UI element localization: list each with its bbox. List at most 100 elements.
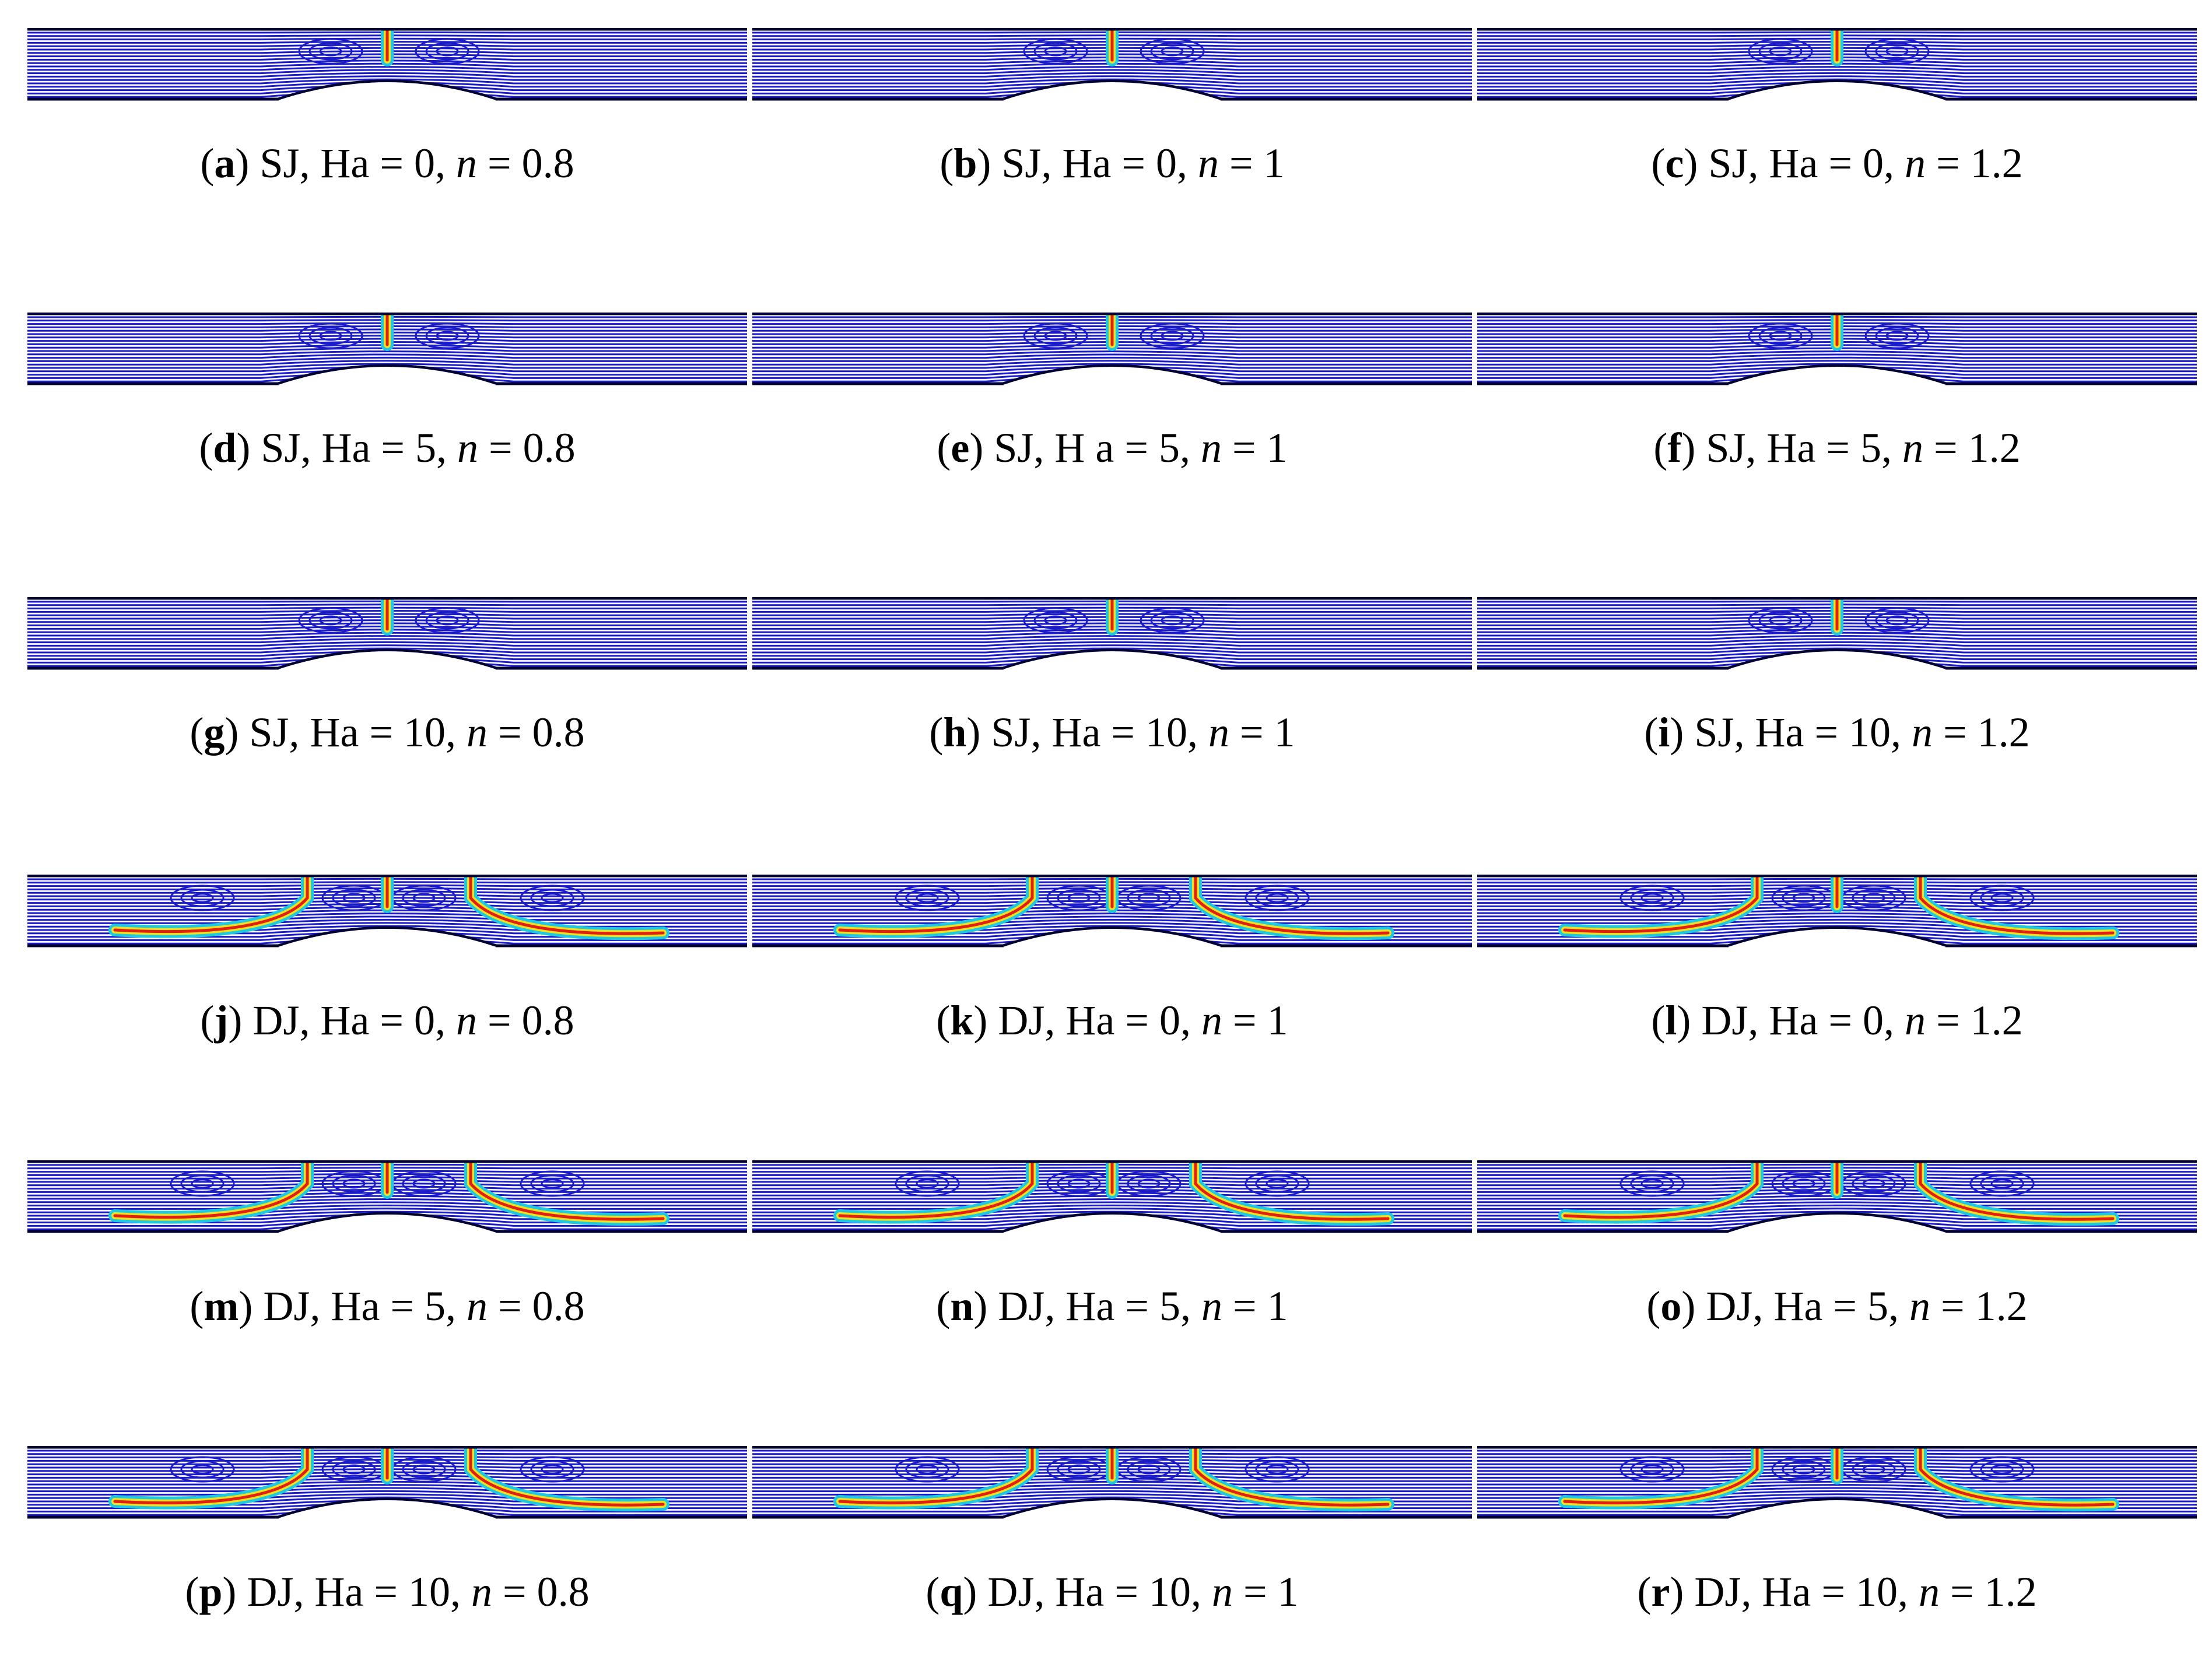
panel-caption-o: (o) DJ, Ha = 5, n = 1.2 — [1477, 1282, 2197, 1331]
caption-text: = — [492, 1568, 537, 1615]
caption-text: , — [1734, 709, 1755, 756]
caption-ha_label: Ha — [331, 1283, 380, 1329]
wall-bump — [1003, 367, 1221, 385]
caption-text: ( — [1637, 1568, 1652, 1615]
caption-text: = — [369, 997, 414, 1044]
flow-panel-q — [752, 1446, 1472, 1528]
caption-text: , — [1033, 424, 1055, 471]
caption-ha: 10 — [1855, 1568, 1898, 1615]
caption-n: 0.8 — [537, 1568, 590, 1615]
wall-bump — [278, 367, 496, 385]
caption-letter: h — [943, 709, 967, 756]
bottom-wall-bump — [27, 364, 747, 385]
bottom-wall-bump — [1477, 926, 2197, 947]
bottom-wall-bump — [752, 1497, 1472, 1519]
caption-text: = — [487, 1283, 532, 1329]
caption-text: = — [370, 424, 416, 471]
caption-text: , — [293, 1568, 315, 1615]
vortices — [170, 885, 585, 911]
caption-text: ) — [225, 709, 250, 756]
caption-text: = — [1111, 140, 1156, 187]
vortices — [1023, 607, 1205, 634]
caption-text: = — [1811, 1568, 1856, 1615]
caption-text: = — [487, 709, 532, 756]
caption-jet: DJ — [1694, 1568, 1741, 1615]
caption-text: , — [434, 140, 456, 187]
caption-text: = — [1930, 1283, 1975, 1329]
panel-caption-d: (d) SJ, Ha = 5, n = 0.8 — [27, 423, 747, 472]
jet-plumes — [1558, 1160, 2119, 1226]
caption-ha: 0 — [1862, 140, 1884, 187]
caption-text: ( — [929, 709, 944, 756]
caption-text: ( — [185, 1568, 199, 1615]
caption-text: = — [478, 424, 523, 471]
caption-letter: d — [213, 424, 237, 471]
bottom-wall-bump — [752, 1212, 1472, 1233]
streamline-plot — [27, 28, 747, 101]
caption-jet: SJ — [1706, 424, 1746, 471]
caption-text: = — [1818, 140, 1863, 187]
caption-text: ( — [1651, 140, 1666, 187]
bottom-wall-bump — [27, 79, 747, 101]
streamline-plot — [27, 313, 747, 385]
panel-caption-h: (h) SJ, Ha = 10, n = 1 — [752, 708, 1472, 757]
caption-text: , — [1179, 424, 1201, 471]
panel-caption-q: (q) DJ, Ha = 10, n = 1 — [752, 1567, 1472, 1616]
caption-text: ( — [190, 709, 204, 756]
caption-text: , — [299, 140, 321, 187]
wall-bump — [278, 1215, 496, 1233]
wall-bump — [1003, 1215, 1221, 1233]
flow-panel-r — [1477, 1446, 2197, 1528]
caption-letter: r — [1651, 1568, 1670, 1615]
caption-text: , — [1891, 709, 1912, 756]
caption-jet: SJ — [1708, 140, 1748, 187]
panel-caption-b: (b) SJ, Ha = 0, n = 1 — [752, 139, 1472, 188]
caption-text: ) — [1681, 1283, 1706, 1329]
caption-text: ) — [228, 997, 253, 1044]
caption-text: n — [1912, 709, 1933, 756]
panel-caption-k: (k) DJ, Ha = 0, n = 1 — [752, 996, 1472, 1045]
caption-n: 0.8 — [523, 424, 576, 471]
caption-ha: 10 — [1148, 1568, 1191, 1615]
streamline-plot — [27, 1446, 747, 1519]
caption-n: 1.2 — [1968, 424, 2021, 471]
streamline-plot — [752, 1160, 1472, 1233]
caption-text: ( — [190, 1283, 204, 1329]
caption-jet: SJ — [249, 709, 289, 756]
streamline-plot — [1477, 875, 2197, 947]
caption-text: , — [1745, 424, 1767, 471]
caption-text: , — [1177, 140, 1198, 187]
caption-text: = — [1933, 709, 1978, 756]
flow-panel-n — [752, 1160, 1472, 1242]
caption-ha_label: Ha — [1766, 424, 1816, 471]
caption-letter: e — [951, 424, 970, 471]
caption-jet: DJ — [998, 1283, 1045, 1329]
caption-text: ) — [1670, 1568, 1695, 1615]
caption-text: = — [1114, 997, 1159, 1044]
caption-text: , — [1748, 997, 1769, 1044]
caption-n: 1.2 — [1977, 709, 2030, 756]
caption-text: ) — [1684, 140, 1709, 187]
panel-caption-i: (i) SJ, Ha = 10, n = 1.2 — [1477, 708, 2197, 757]
caption-jet: DJ — [1701, 997, 1748, 1044]
caption-text: ) — [1677, 997, 1702, 1044]
caption-jet: SJ — [261, 424, 301, 471]
caption-ha_label: Ha — [1769, 997, 1818, 1044]
caption-text: n — [1904, 997, 1926, 1044]
caption-text: , — [299, 997, 321, 1044]
streamline-plot — [1477, 597, 2197, 670]
panel-caption-l: (l) DJ, Ha = 0, n = 1.2 — [1477, 996, 2197, 1045]
caption-text: ) — [966, 709, 991, 756]
caption-text: n — [1902, 424, 1923, 471]
caption-text: n — [455, 140, 477, 187]
caption-ha_label: Ha — [310, 709, 359, 756]
panel-caption-c: (c) SJ, Ha = 0, n = 1.2 — [1477, 139, 2197, 188]
caption-ha: 5 — [1860, 424, 1881, 471]
wall-bump — [278, 82, 496, 100]
caption-ha: 5 — [1159, 1283, 1180, 1329]
caption-text: , — [1748, 140, 1769, 187]
caption-text: n — [457, 424, 479, 471]
caption-text: , — [1044, 1283, 1066, 1329]
caption-text: ) — [1670, 709, 1695, 756]
wall-bump — [1728, 367, 1946, 385]
